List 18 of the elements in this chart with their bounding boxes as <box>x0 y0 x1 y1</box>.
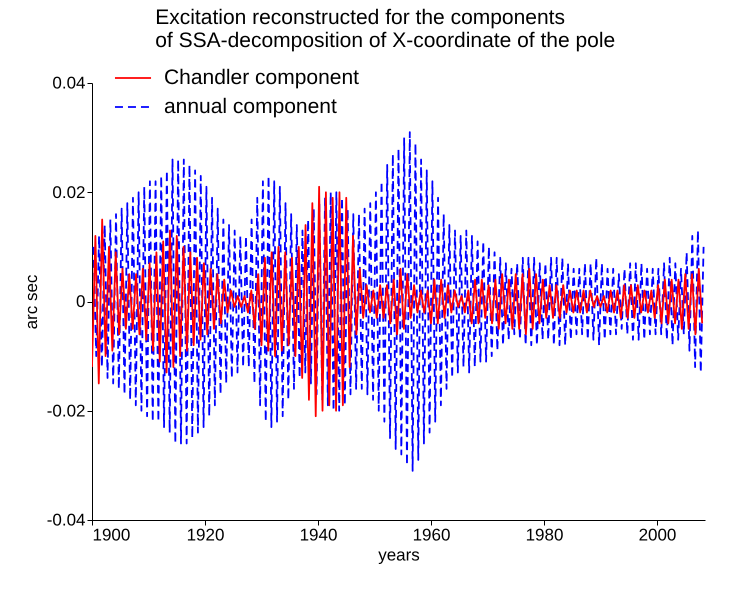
y-tick-label: 0.02 <box>52 182 86 202</box>
x-tick-label: 2000 <box>638 526 676 544</box>
x-tick-label: 1960 <box>412 526 450 544</box>
y-axis-title: arc sec <box>22 274 41 330</box>
x-axis-title: years <box>378 546 420 564</box>
line-series <box>92 186 704 418</box>
x-tick-label: 1980 <box>526 526 564 544</box>
legend-label: Chandler component <box>164 66 360 89</box>
chart-title: Excitation reconstructed for the components of SSA-decomposition of X-coordinate of the pole <box>155 6 616 52</box>
line-series <box>92 131 704 472</box>
x-tick-label: 1920 <box>186 526 224 544</box>
legend-label: annual component <box>164 95 337 118</box>
y-tick-label: 0 <box>76 292 86 311</box>
y-tick-label: -0.02 <box>46 401 86 420</box>
x-tick-label: 1940 <box>300 526 338 544</box>
y-tick-label: 0.04 <box>52 74 86 92</box>
y-tick-label: -0.04 <box>46 510 86 530</box>
x-tick-label: 1900 <box>92 526 130 544</box>
